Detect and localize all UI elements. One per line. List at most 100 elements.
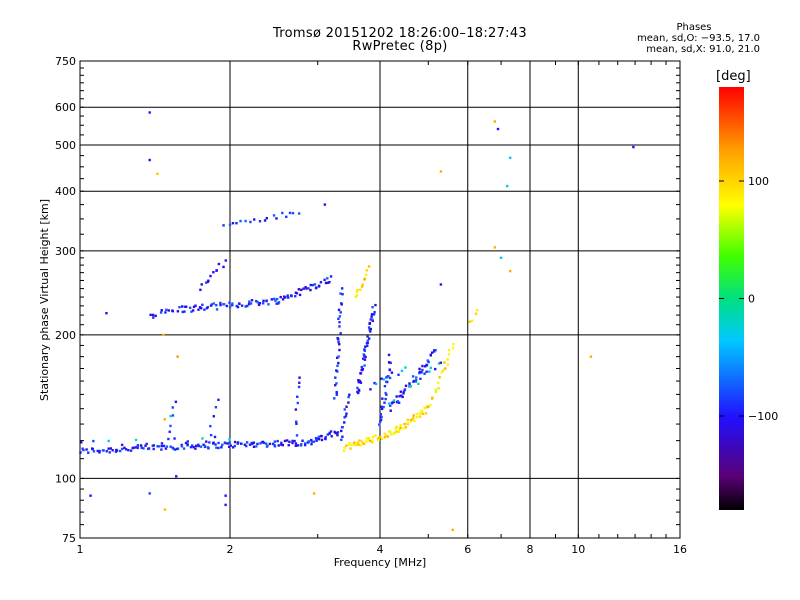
echo-point [345,444,348,447]
echo-point [365,440,368,443]
echo-point [340,287,344,290]
echo-point [174,400,178,404]
echo-point [186,443,189,446]
echo-point [363,442,366,446]
echo-point [372,313,376,316]
echo-point [207,279,210,282]
echo-point [263,219,267,222]
echo-point [404,426,408,429]
echo-point [402,390,406,393]
echo-point [312,440,316,443]
echo-point [217,441,220,445]
echo-point [249,302,253,305]
echo-point [441,369,445,372]
echo-point [287,296,290,299]
echo-point [313,283,317,286]
x-axis-label: Frequency [MHz] [333,556,427,569]
echo-point [341,435,344,438]
echo-point [394,427,398,430]
echo-point [421,412,425,416]
echo-point [340,302,343,305]
echo-point [409,420,412,423]
echo-point [176,447,180,450]
echo-point [159,311,163,314]
echo-point [274,299,277,302]
echo-point [294,408,298,411]
echo-point [214,443,217,446]
echo-point [337,355,340,358]
colorbar-unit-label: [deg] [716,69,751,84]
plot-grid [80,61,680,538]
echo-point [236,305,240,309]
echo-point [298,293,302,297]
echo-point [176,310,180,313]
echo-point [336,356,339,359]
echo-point [154,314,157,318]
echo-point [365,269,368,272]
echo-point [397,373,400,376]
echo-point [163,508,167,511]
echo-point [446,363,450,366]
echo-point [199,307,203,310]
echo-point [348,443,351,447]
echo-point [446,358,449,361]
echo-point [385,380,388,384]
echo-point [369,388,372,391]
echo-point [358,439,361,442]
echo-point [387,353,391,357]
echo-point [283,439,287,443]
echo-point [371,319,375,323]
y-tick-label: 100 [55,472,76,485]
echo-point [385,393,388,396]
echo-point [363,278,366,281]
echo-point [257,303,261,307]
echo-point [380,415,383,419]
echo-point [201,303,204,307]
echo-point [412,379,416,383]
echo-point [229,444,232,447]
echo-point [329,430,333,433]
echo-point [311,283,315,287]
echo-point [209,304,213,307]
echo-point [123,446,126,450]
echo-point [335,393,339,396]
echo-point [373,311,376,314]
echo-point [222,303,226,306]
echo-point [499,256,503,260]
echo-point [276,439,279,443]
echo-point [294,442,298,445]
echo-point [389,361,392,365]
echo-point [303,442,307,445]
echo-point [419,377,422,381]
echo-point [421,364,424,368]
echo-point [379,420,382,423]
echo-point [181,310,184,314]
echo-point [275,302,278,305]
echo-point [368,330,372,333]
echo-point [379,418,383,421]
echo-point [323,203,327,206]
echo-point [109,447,113,450]
x-tick-label: 2 [227,543,234,556]
echo-point [252,218,256,221]
echo-point [380,405,383,408]
echo-point [356,386,359,390]
echo-point [275,297,279,301]
echo-point [447,352,451,356]
echo-point [389,430,392,434]
echo-point [224,494,227,497]
echo-point [160,442,164,445]
echo-point [589,355,593,358]
echo-point [151,313,155,317]
y-tick-label: 750 [55,55,76,68]
echo-point [386,375,389,378]
echo-point [258,301,262,305]
echo-point [183,310,186,313]
echo-point [398,428,401,431]
echo-point [168,430,171,433]
echo-point [429,366,432,369]
echo-point [152,447,155,451]
echo-point [184,441,188,445]
echo-point [405,422,409,425]
